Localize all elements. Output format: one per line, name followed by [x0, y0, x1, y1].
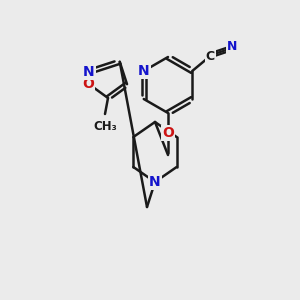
Text: N: N	[83, 65, 95, 79]
Text: N: N	[149, 175, 161, 189]
Text: O: O	[82, 77, 94, 91]
Text: C: C	[206, 50, 215, 62]
Text: N: N	[227, 40, 237, 52]
Text: N: N	[138, 64, 150, 78]
Text: O: O	[162, 126, 174, 140]
Text: CH₃: CH₃	[93, 120, 117, 133]
